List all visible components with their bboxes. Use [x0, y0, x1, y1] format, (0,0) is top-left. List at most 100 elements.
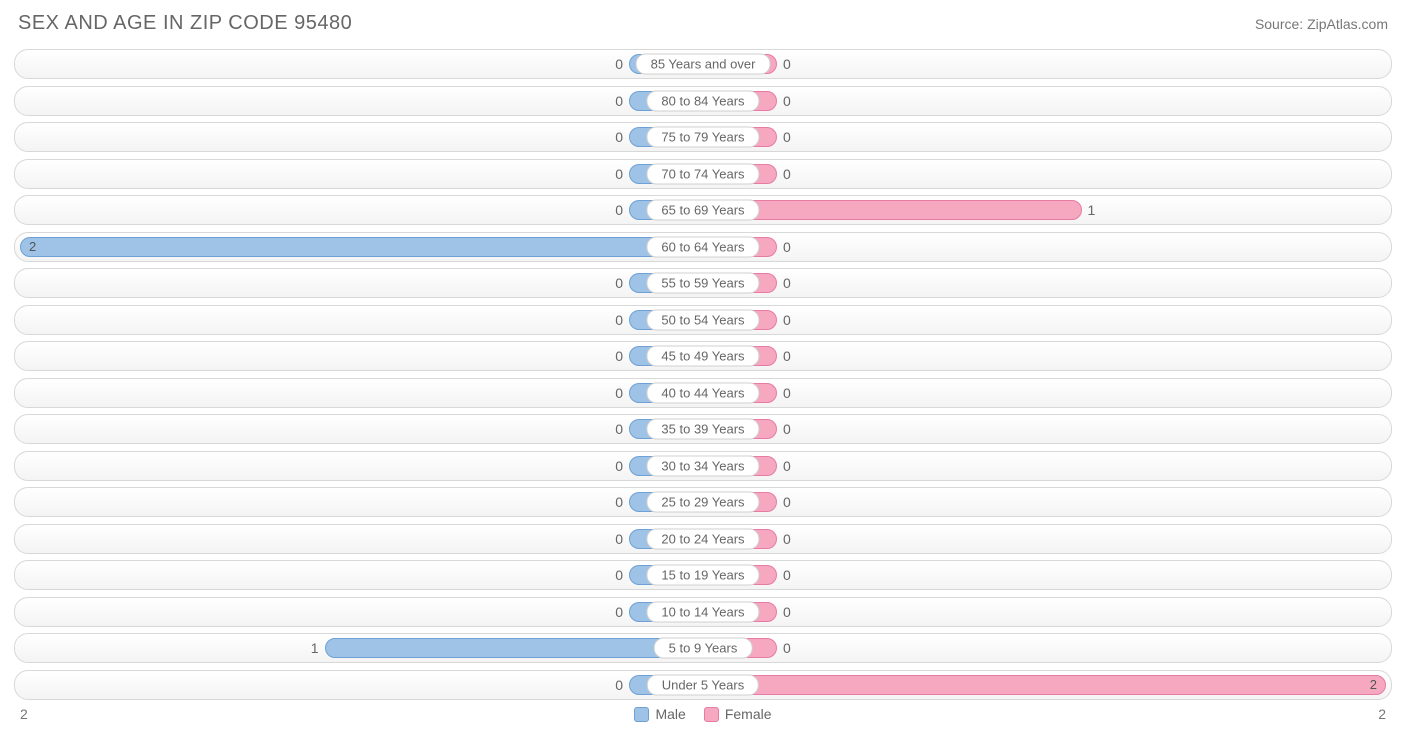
age-group-label: 30 to 34 Years [646, 455, 759, 476]
female-value: 0 [783, 385, 791, 401]
age-group-label: 10 to 14 Years [646, 601, 759, 622]
male-half: 0 [19, 418, 703, 440]
male-value: 0 [615, 421, 623, 437]
pyramid-row: 0085 Years and over [14, 49, 1392, 79]
male-half: 0 [19, 53, 703, 75]
female-value: 0 [783, 56, 791, 72]
chart-header: SEX AND AGE IN ZIP CODE 95480 Source: Zi… [14, 12, 1392, 35]
legend-swatch-female [704, 707, 719, 722]
pyramid-row: 2060 to 64 Years [14, 232, 1392, 262]
female-value: 0 [783, 494, 791, 510]
female-half: 0 [703, 345, 1387, 367]
female-value: 0 [783, 458, 791, 474]
male-half: 2 [19, 236, 703, 258]
age-group-label: 50 to 54 Years [646, 309, 759, 330]
male-half: 0 [19, 491, 703, 513]
legend-label-male: Male [655, 706, 685, 722]
chart-legend: Male Female [634, 706, 771, 722]
female-value: 0 [783, 421, 791, 437]
female-value: 0 [783, 166, 791, 182]
female-half: 1 [703, 199, 1387, 221]
male-half: 0 [19, 272, 703, 294]
female-bar: 2 [703, 675, 1386, 695]
female-half: 0 [703, 528, 1387, 550]
female-half: 0 [703, 309, 1387, 331]
female-value: 2 [1370, 677, 1377, 692]
male-bar [325, 638, 704, 658]
female-half: 0 [703, 272, 1387, 294]
male-value: 0 [615, 494, 623, 510]
pyramid-row: 0015 to 19 Years [14, 560, 1392, 590]
male-value: 0 [615, 93, 623, 109]
male-value: 2 [29, 239, 36, 254]
age-group-label: 35 to 39 Years [646, 419, 759, 440]
male-half: 0 [19, 601, 703, 623]
female-half: 0 [703, 637, 1387, 659]
age-group-label: 70 to 74 Years [646, 163, 759, 184]
male-half: 0 [19, 674, 703, 696]
male-half: 1 [19, 637, 703, 659]
female-half: 0 [703, 90, 1387, 112]
male-value: 0 [615, 348, 623, 364]
pyramid-row: 0 0 55 to 59 Years [14, 268, 1392, 298]
male-value: 0 [615, 677, 623, 693]
female-value: 0 [783, 312, 791, 328]
male-half: 0 [19, 90, 703, 112]
male-value: 0 [615, 275, 623, 291]
male-value: 0 [615, 129, 623, 145]
male-value: 0 [615, 531, 623, 547]
female-half: 0 [703, 455, 1387, 477]
male-half: 0 [19, 564, 703, 586]
axis-left-max: 2 [20, 706, 28, 722]
pyramid-row: 0 0 70 to 74 Years [14, 159, 1392, 189]
chart-footer: 2 Male Female 2 [14, 706, 1392, 722]
male-half: 0 [19, 126, 703, 148]
age-group-label: 85 Years and over [636, 54, 771, 75]
male-value: 0 [615, 166, 623, 182]
female-value: 0 [783, 348, 791, 364]
male-value: 0 [615, 385, 623, 401]
age-group-label: Under 5 Years [647, 674, 759, 695]
pyramid-row: 0 0 30 to 34 Years [14, 451, 1392, 481]
legend-item-female: Female [704, 706, 772, 722]
female-half: 0 [703, 491, 1387, 513]
pyramid-row: 0165 to 69 Years [14, 195, 1392, 225]
legend-item-male: Male [634, 706, 685, 722]
pyramid-row: 0 0 45 to 49 Years [14, 341, 1392, 371]
female-value: 0 [783, 604, 791, 620]
female-value: 0 [783, 275, 791, 291]
male-value: 0 [615, 567, 623, 583]
female-value: 0 [783, 239, 791, 255]
female-half: 0 [703, 418, 1387, 440]
male-half: 0 [19, 163, 703, 185]
age-group-label: 45 to 49 Years [646, 346, 759, 367]
female-half: 0 [703, 53, 1387, 75]
male-half: 0 [19, 199, 703, 221]
age-group-label: 65 to 69 Years [646, 200, 759, 221]
pyramid-row: 0 0 25 to 29 Years [14, 487, 1392, 517]
female-half: 0 [703, 236, 1387, 258]
axis-right-max: 2 [1378, 706, 1386, 722]
female-value: 0 [783, 531, 791, 547]
pyramid-row: 0 0 20 to 24 Years [14, 524, 1392, 554]
female-half: 0 [703, 126, 1387, 148]
male-value: 0 [615, 458, 623, 474]
legend-label-female: Female [725, 706, 772, 722]
pyramid-row: 0 0 35 to 39 Years [14, 414, 1392, 444]
male-half: 0 [19, 528, 703, 550]
age-group-label: 25 to 29 Years [646, 492, 759, 513]
pyramid-row: 0010 to 14 Years [14, 597, 1392, 627]
age-group-label: 75 to 79 Years [646, 127, 759, 148]
female-value: 0 [783, 93, 791, 109]
male-value: 1 [311, 640, 319, 656]
female-bar [703, 200, 1082, 220]
male-bar: 2 [20, 237, 703, 257]
pyramid-row: 0 0 75 to 79 Years [14, 122, 1392, 152]
age-group-label: 55 to 59 Years [646, 273, 759, 294]
male-value: 0 [615, 312, 623, 328]
female-value: 0 [783, 129, 791, 145]
pyramid-row: 0040 to 44 Years [14, 378, 1392, 408]
pyramid-row: 0 0 50 to 54 Years [14, 305, 1392, 335]
female-half: 0 [703, 564, 1387, 586]
age-group-label: 20 to 24 Years [646, 528, 759, 549]
